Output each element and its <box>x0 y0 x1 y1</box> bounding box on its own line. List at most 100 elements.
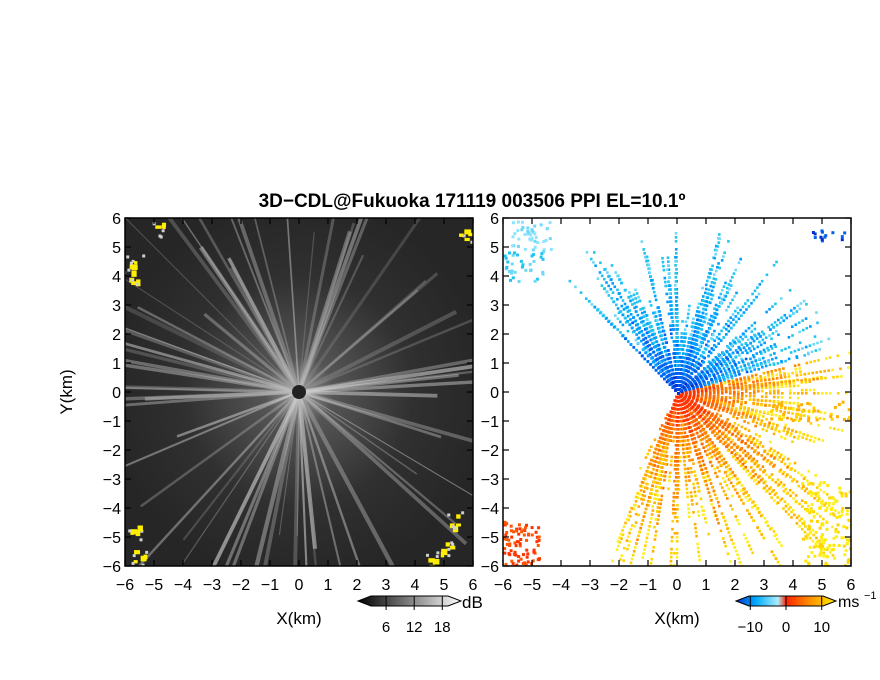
velocity-gate <box>785 433 789 436</box>
velocity-gate <box>834 509 837 512</box>
velocity-gate <box>756 384 760 388</box>
velocity-gate <box>703 432 706 435</box>
velocity-gate <box>731 298 734 302</box>
reflectivity-ray <box>297 391 342 566</box>
velocity-gate <box>863 364 866 367</box>
reflectivity-hotspot-edge <box>132 554 136 558</box>
velocity-gate <box>687 308 691 312</box>
velocity-gate <box>713 256 716 260</box>
velocity-gate <box>629 343 633 346</box>
reflectivity-hotspot-edge <box>451 525 455 529</box>
reflectivity-hotspot-edge <box>142 254 146 258</box>
velocity-gate <box>727 487 731 491</box>
velocity-gate <box>794 418 797 422</box>
velocity-gate <box>727 405 730 408</box>
velocity-gate <box>811 539 815 543</box>
velocity-gate <box>685 365 688 368</box>
velocity-gate <box>667 370 670 373</box>
velocity-gate <box>713 339 717 343</box>
velocity-gate <box>662 454 665 457</box>
velocity-gate <box>661 458 664 461</box>
velocity-gate <box>753 327 757 331</box>
velocity-gate <box>671 511 675 515</box>
reflectivity-ray <box>297 390 468 546</box>
velocity-gate <box>744 386 748 389</box>
velocity-gate <box>621 313 625 317</box>
velocity-gate <box>712 391 716 394</box>
velocity-gate <box>820 377 823 380</box>
velocity-gate <box>652 360 655 364</box>
velocity-gate <box>728 382 731 386</box>
velocity-gate <box>734 374 737 377</box>
velocity-gate <box>804 345 808 349</box>
velocity-gate <box>766 458 770 462</box>
velocity-gate <box>680 336 683 339</box>
velocity-gate <box>745 344 749 347</box>
velocity-gate <box>740 382 743 386</box>
velocity-gate <box>668 276 671 279</box>
velocity-gate <box>678 384 681 387</box>
velocity-gate <box>673 551 676 555</box>
velocity-gate <box>770 337 773 341</box>
velocity-gate <box>720 259 724 262</box>
velocity-gate <box>732 401 735 405</box>
velocity-gate <box>786 457 790 461</box>
velocity-gate <box>712 386 716 390</box>
velocity-gate <box>662 474 665 478</box>
velocity-gate <box>652 546 655 549</box>
velocity-gate <box>847 366 850 369</box>
velocity-gate <box>729 440 733 444</box>
velocity-gate <box>765 391 768 395</box>
velocity-gate <box>652 311 655 315</box>
velocity-gate <box>708 327 712 330</box>
velocity-gate <box>764 386 768 390</box>
velocity-gate <box>710 414 713 418</box>
velocity-gate <box>763 350 767 354</box>
velocity-gate <box>709 337 713 340</box>
velocity-gate <box>707 402 710 406</box>
reflectivity-hotspot-edge <box>470 240 473 244</box>
velocity-gate <box>760 279 764 283</box>
x-tick-label: 0 <box>295 577 304 594</box>
velocity-gate <box>722 285 726 288</box>
velocity-gate <box>688 380 692 384</box>
velocity-gate <box>713 316 717 320</box>
velocity-gate <box>705 377 709 381</box>
velocity-gate <box>724 440 728 444</box>
velocity-gate <box>654 368 658 372</box>
velocity-gate <box>784 510 788 513</box>
velocity-gate <box>710 297 713 301</box>
velocity-gate <box>671 328 675 331</box>
velocity-gate <box>752 437 756 440</box>
velocity-gate <box>638 326 642 330</box>
reflectivity-hotspot-edge <box>462 234 466 238</box>
velocity-gate <box>757 480 761 484</box>
velocity-gate <box>713 307 716 311</box>
velocity-gate <box>653 294 657 298</box>
velocity-gate <box>744 349 748 352</box>
velocity-gate <box>687 357 691 361</box>
velocity-gate <box>681 398 684 402</box>
velocity-gate <box>789 309 793 312</box>
velocity-gate <box>676 368 680 371</box>
velocity-gate <box>702 333 705 336</box>
velocity-gate <box>807 410 811 413</box>
velocity-gate <box>702 381 706 384</box>
velocity-gate <box>805 361 809 365</box>
velocity-gate <box>694 364 697 368</box>
velocity-gate <box>663 425 667 428</box>
velocity-gate <box>729 560 732 563</box>
velocity-gate <box>589 257 593 261</box>
velocity-gate <box>656 477 660 481</box>
velocity-gate <box>735 482 739 486</box>
velocity-gate <box>752 394 756 398</box>
velocity-gate <box>698 456 702 460</box>
velocity-gate <box>653 501 656 505</box>
velocity-gate <box>695 427 699 430</box>
velocity-gate <box>667 414 671 417</box>
velocity-gate <box>668 296 672 299</box>
velocity-gate <box>792 513 796 517</box>
velocity-gate <box>749 415 752 419</box>
velocity-gate <box>740 400 743 404</box>
velocity-gate <box>718 455 722 459</box>
